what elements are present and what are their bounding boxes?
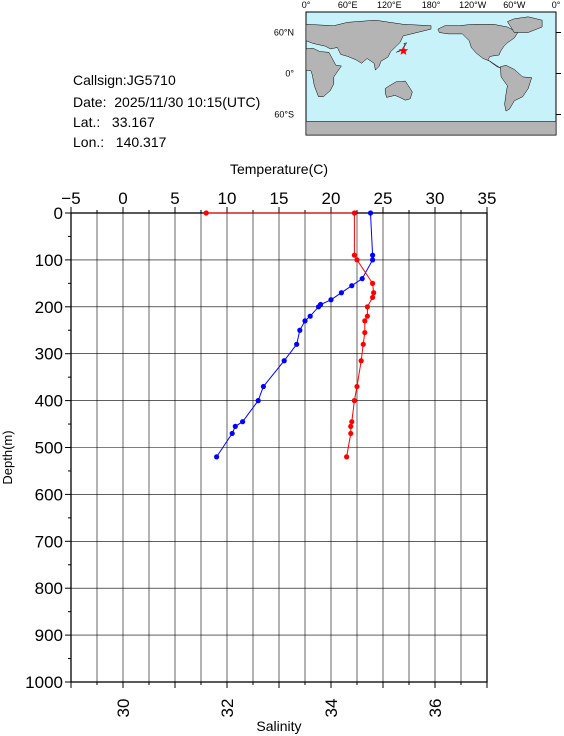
map-lon-label: 120°W	[459, 0, 487, 10]
depth-tick-label: 400	[35, 392, 63, 411]
depth-tick-label: 300	[35, 345, 63, 364]
depth-tick-label: 200	[35, 298, 63, 317]
temperature-point	[370, 257, 376, 263]
temperature-point	[260, 383, 266, 390]
salinity-point	[370, 280, 376, 286]
depth-tick-label: 500	[35, 439, 63, 458]
temperature-point	[349, 283, 355, 289]
depth-axis-title: Depth(m)	[0, 430, 15, 484]
salinity-point	[354, 383, 360, 390]
temperature-point	[370, 252, 376, 258]
temperature-point	[281, 358, 287, 364]
temperature-point	[229, 430, 235, 437]
depth-tick-label: 800	[35, 579, 63, 598]
temperature-point	[359, 276, 365, 282]
map-lat-label: 0°	[285, 69, 294, 79]
depth-tick-label: 0	[54, 204, 63, 223]
chart-grid	[70, 212, 488, 683]
temperature-point	[232, 423, 238, 429]
temperature-tick-label: 25	[374, 189, 393, 208]
salinity-tick-label: 30	[114, 699, 133, 718]
temperature-line	[216, 212, 374, 458]
temperature-series	[214, 210, 376, 460]
landmass-africa	[305, 47, 342, 97]
salinity-point	[371, 290, 377, 296]
temperature-tick-label: −5	[61, 189, 80, 208]
map-lat-label: 60°N	[274, 28, 294, 38]
depth-tick-label: 100	[35, 251, 63, 270]
temperature-tick-label: 0	[118, 189, 127, 208]
salinity-point	[362, 318, 368, 324]
salinity-line	[206, 212, 375, 457]
salinity-point	[370, 294, 376, 301]
salinity-tick-label: 32	[218, 699, 237, 718]
temperature-point	[302, 318, 308, 324]
temperature-tick-label: 10	[218, 189, 237, 208]
salinity-point	[348, 430, 354, 437]
station-marker-icon	[398, 45, 409, 55]
temperature-point	[328, 297, 334, 303]
date-text: Date: 2025/11/30 10:15(UTC)	[73, 94, 261, 110]
salinity-point	[203, 210, 209, 216]
temperature-tick-label: 35	[478, 189, 497, 208]
landmass-north-america	[437, 24, 519, 69]
landmass-antarctica	[305, 121, 557, 136]
temperature-tick-label: 5	[170, 189, 179, 208]
map-lon-label: 180°	[422, 0, 441, 10]
depth-tick-label: 900	[35, 626, 63, 645]
salinity-tick-label: 34	[322, 699, 341, 718]
depth-tick-label: 600	[35, 485, 63, 504]
salinity-point	[351, 210, 357, 216]
salinity-point	[348, 423, 354, 429]
salinity-point	[362, 329, 368, 336]
salinity-point	[349, 419, 355, 425]
salinity-point	[351, 252, 357, 258]
map-lon-label: 0°	[552, 0, 561, 10]
landmass-greenland	[507, 16, 543, 33]
salinity-point	[351, 398, 357, 404]
map-lon-label: 120°E	[377, 0, 402, 10]
temperature-tick-label: 15	[270, 189, 289, 208]
salinity-point	[354, 257, 360, 263]
temperature-point	[240, 419, 246, 425]
temperature-tick-label: 30	[426, 189, 445, 208]
temperature-point	[255, 398, 261, 404]
map-lon-label: 60°W	[503, 0, 526, 10]
temperature-tick-label: 20	[322, 189, 341, 208]
map-lat-label: 60°S	[274, 110, 294, 120]
landmass-eurasia	[305, 19, 432, 71]
salinity-tick-label: 36	[426, 699, 445, 718]
map-lon-label: 0°	[302, 0, 311, 10]
landmass-south-america	[500, 65, 533, 112]
temperature-point	[214, 454, 220, 460]
temperature-point	[307, 313, 313, 319]
depth-tick-label: 1000	[25, 673, 63, 692]
temperature-point	[367, 210, 374, 216]
salinity-point	[364, 304, 370, 310]
salinity-series	[203, 210, 377, 460]
world-map: 60°N 0° 60°S 0° 60°E 120°E 180° 120°W 60°W 0°	[274, 0, 561, 136]
temperature-point	[338, 290, 344, 296]
salinity-point	[344, 454, 350, 460]
callsign-text: Callsign:JG5710	[73, 72, 176, 88]
longitude-text: Lon.: 140.317	[73, 134, 167, 150]
salinity-axis-title: Salinity	[256, 718, 301, 734]
temperature-point	[297, 327, 303, 333]
temperature-point	[294, 341, 300, 347]
salinity-point	[360, 341, 366, 347]
latitude-text: Lat.: 33.167	[73, 114, 155, 130]
map-lon-label: 60°E	[338, 0, 358, 10]
landmass-australia	[384, 80, 413, 101]
temperature-point	[315, 304, 322, 310]
salinity-point	[358, 358, 364, 364]
depth-tick-label: 700	[35, 532, 63, 551]
temperature-axis-title: Temperature(C)	[230, 161, 328, 177]
salinity-point	[364, 313, 370, 319]
